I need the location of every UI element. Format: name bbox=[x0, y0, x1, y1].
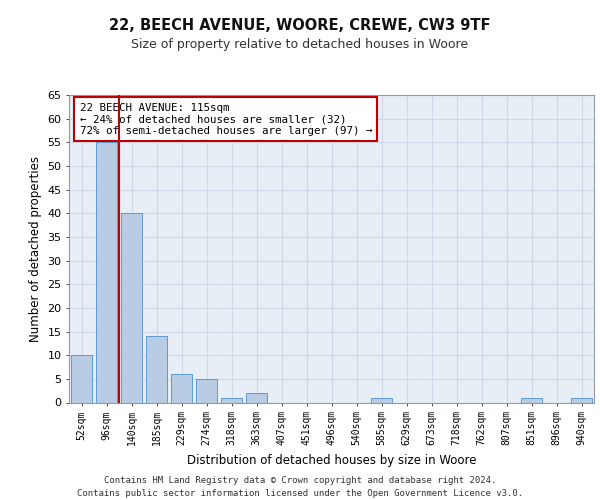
Bar bbox=[96, 142, 117, 402]
Text: 22 BEECH AVENUE: 115sqm
← 24% of detached houses are smaller (32)
72% of semi-de: 22 BEECH AVENUE: 115sqm ← 24% of detache… bbox=[79, 102, 372, 136]
Bar bbox=[246, 393, 267, 402]
Bar bbox=[171, 374, 192, 402]
Bar bbox=[196, 379, 217, 402]
Bar bbox=[71, 355, 92, 403]
Bar bbox=[146, 336, 167, 402]
Bar bbox=[371, 398, 392, 402]
Text: Size of property relative to detached houses in Woore: Size of property relative to detached ho… bbox=[131, 38, 469, 51]
Bar bbox=[521, 398, 542, 402]
Bar bbox=[571, 398, 592, 402]
X-axis label: Distribution of detached houses by size in Woore: Distribution of detached houses by size … bbox=[187, 454, 476, 466]
Text: Contains HM Land Registry data © Crown copyright and database right 2024.
Contai: Contains HM Land Registry data © Crown c… bbox=[77, 476, 523, 498]
Bar bbox=[121, 214, 142, 402]
Y-axis label: Number of detached properties: Number of detached properties bbox=[29, 156, 41, 342]
Text: 22, BEECH AVENUE, WOORE, CREWE, CW3 9TF: 22, BEECH AVENUE, WOORE, CREWE, CW3 9TF bbox=[109, 18, 491, 32]
Bar bbox=[221, 398, 242, 402]
